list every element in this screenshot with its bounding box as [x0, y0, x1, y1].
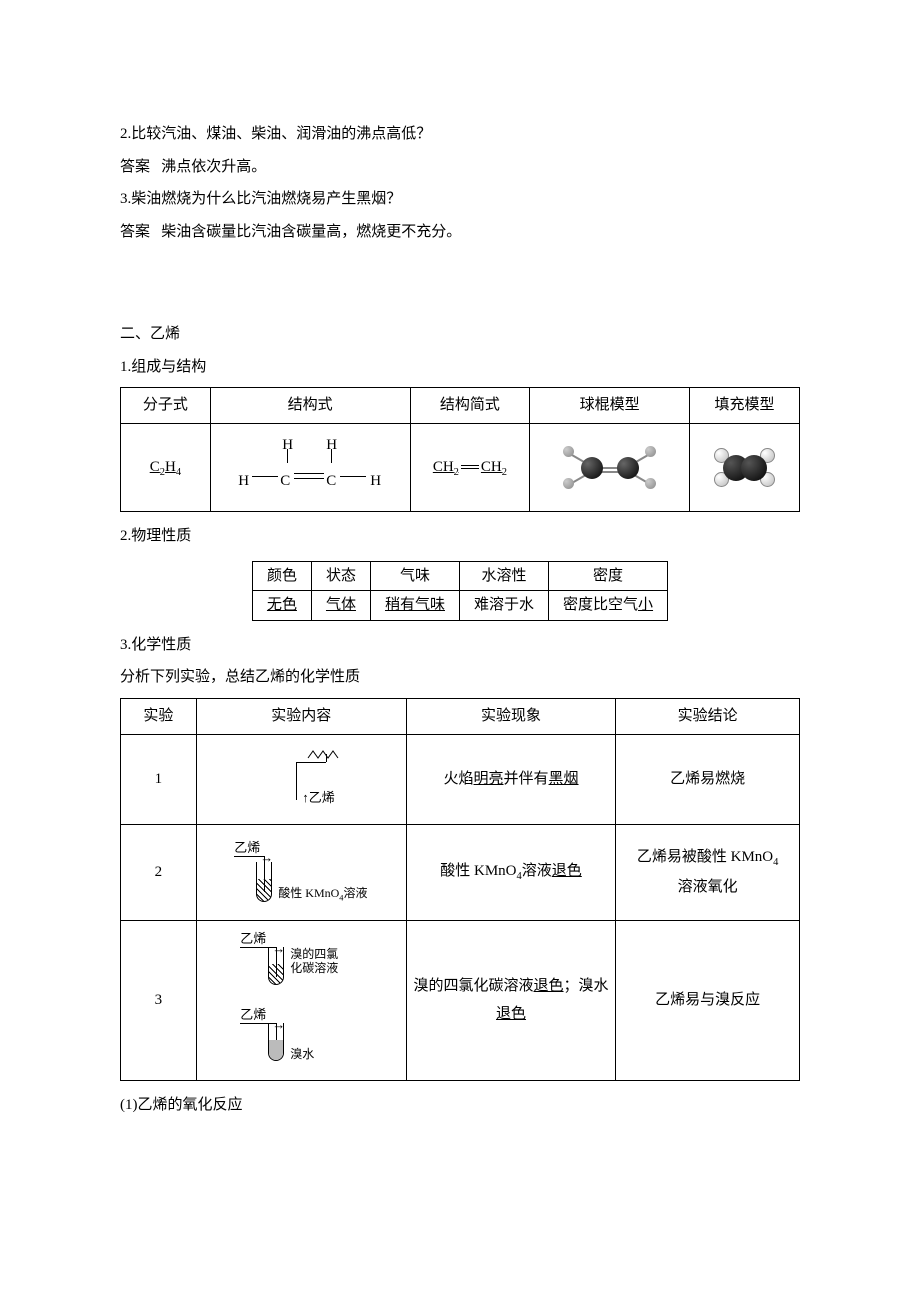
structure-table: 分子式 结构式 结构简式 球棍模型 填充模型 C2H4 H H H C C — [120, 387, 800, 512]
ph-h-color: 颜色 — [252, 561, 311, 591]
q2-ans-text: 沸点依次升高。 — [161, 159, 266, 175]
exp3-content: 乙烯 溴的四氯化碳溶液 乙烯 溴水 — [196, 920, 406, 1080]
exp3-phenomenon: 溴的四氯化碳溶液退色；溴水退色 — [406, 920, 616, 1080]
q3-answer: 答案 柴油含碳量比汽油含碳量高，燃烧更不充分。 — [120, 218, 800, 247]
q2-text: 2.比较汽油、煤油、柴油、润滑油的沸点高低？ — [120, 120, 800, 149]
ph-color: 无色 — [252, 591, 311, 621]
sr: CH — [481, 459, 502, 475]
exp2-tube-pre: 酸性 KMnO — [278, 886, 339, 900]
fh: H — [165, 459, 176, 475]
ph-sol: 难溶于水 — [460, 591, 549, 621]
space-fill-model — [710, 446, 780, 490]
eh-3: 实验现象 — [406, 698, 616, 734]
section-2-title: 二、乙烯 — [120, 320, 800, 349]
th-fill: 填充模型 — [690, 388, 800, 424]
q2-ans-label: 答案 — [120, 159, 150, 175]
exp3-num: 3 — [121, 920, 197, 1080]
ball-stick-model — [545, 438, 675, 498]
exp2-arrow-label: 乙烯 — [234, 840, 260, 855]
physical-properties-table: 颜色 状态 气味 水溶性 密度 无色 气体 稍有气味 难溶于水 密度比空气小 — [252, 561, 668, 621]
ph-h-state: 状态 — [311, 561, 370, 591]
cell-structural-formula: H H H C C H — [210, 424, 410, 512]
experiment-table: 实验 实验内容 实验现象 实验结论 1 乙烯 火焰明亮并伴有黑烟 乙烯易燃烧 — [120, 698, 800, 1081]
ph-h-smell: 气味 — [370, 561, 459, 591]
sr2: 2 — [502, 467, 507, 478]
q2-answer: 答案 沸点依次升高。 — [120, 153, 800, 182]
exp3-t1l2: 化碳溶液 — [290, 961, 338, 975]
fc: C — [150, 459, 160, 475]
exp2-content: 乙烯 酸性 KMnO4溶液 — [196, 824, 406, 920]
exp3-conclusion: 乙烯易与溴反应 — [616, 920, 800, 1080]
cell-space-fill — [690, 424, 800, 512]
f4: 4 — [176, 467, 181, 478]
exp3-t2: 溴水 — [290, 1047, 314, 1061]
exp2-conclusion: 乙烯易被酸性 KMnO4溶液氧化 — [616, 824, 800, 920]
eh-4: 实验结论 — [616, 698, 800, 734]
exp1-content: 乙烯 — [196, 734, 406, 824]
sub-3: 3.化学性质 — [120, 631, 800, 660]
footer-line: (1)乙烯的氧化反应 — [120, 1091, 800, 1120]
sub-3-intro: 分析下列实验，总结乙烯的化学性质 — [120, 663, 800, 692]
exp2-tube-suf: 溶液 — [343, 886, 367, 900]
exp1-phenomenon: 火焰明亮并伴有黑烟 — [406, 734, 616, 824]
exp2-num: 2 — [121, 824, 197, 920]
q3-ans-label: 答案 — [120, 224, 150, 240]
cell-ball-stick — [530, 424, 690, 512]
exp1-label: 乙烯 — [309, 790, 335, 805]
sub-1: 1.组成与结构 — [120, 353, 800, 382]
ph-dens: 密度比空气小 — [549, 591, 668, 621]
s2: 2 — [454, 467, 459, 478]
exp3-t1l1: 溴的四氯 — [290, 947, 338, 961]
q3-text: 3.柴油燃烧为什么比汽油燃烧易产生黑烟？ — [120, 185, 800, 214]
exp3-al1: 乙烯 — [240, 931, 266, 946]
q3-ans-text: 柴油含碳量比汽油含碳量高，燃烧更不充分。 — [161, 224, 461, 240]
ph-h-dens: 密度 — [549, 561, 668, 591]
exp2-phenomenon: 酸性 KMnO4溶液退色 — [406, 824, 616, 920]
eh-2: 实验内容 — [196, 698, 406, 734]
ph-smell: 稍有气味 — [370, 591, 459, 621]
sub-2: 2.物理性质 — [120, 522, 800, 551]
th-struct: 结构式 — [210, 388, 410, 424]
th-ball: 球棍模型 — [530, 388, 690, 424]
ph-state: 气体 — [311, 591, 370, 621]
flame-icon — [306, 748, 342, 762]
exp1-num: 1 — [121, 734, 197, 824]
th-short: 结构简式 — [410, 388, 530, 424]
exp3-al2: 乙烯 — [240, 1007, 266, 1022]
ph-h-sol: 水溶性 — [460, 561, 549, 591]
structural-diagram: H H H C C H — [230, 433, 390, 503]
cell-formula: C2H4 — [121, 424, 211, 512]
sl: CH — [433, 459, 454, 475]
exp1-conclusion: 乙烯易燃烧 — [616, 734, 800, 824]
cell-short-formula: CH2CH2 — [410, 424, 530, 512]
eh-1: 实验 — [121, 698, 197, 734]
th-formula: 分子式 — [121, 388, 211, 424]
